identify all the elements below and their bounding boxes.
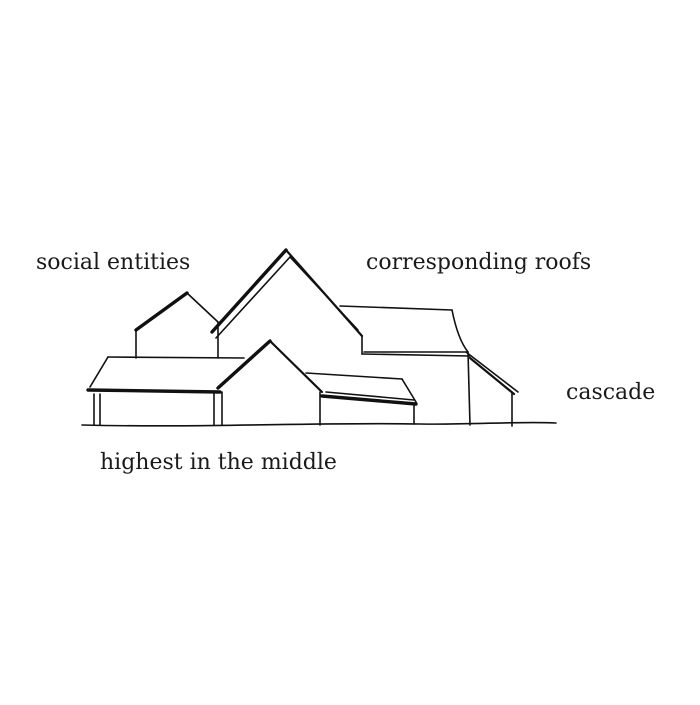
ground-line [81,421,557,427]
small-left-gable [134,291,219,359]
lower-left-roof [86,356,245,426]
cascade-roof [465,351,519,427]
label-cascade: cascade [566,380,656,405]
lower-right-roof [305,372,418,425]
central-tall-gable [210,248,364,339]
right-roof-block [339,305,471,426]
lower-central-gable [216,339,324,426]
label-highest-in-the-middle: highest in the middle [100,450,337,475]
label-corresponding-roofs: corresponding roofs [366,250,592,275]
label-social-entities: social entities [36,250,191,275]
